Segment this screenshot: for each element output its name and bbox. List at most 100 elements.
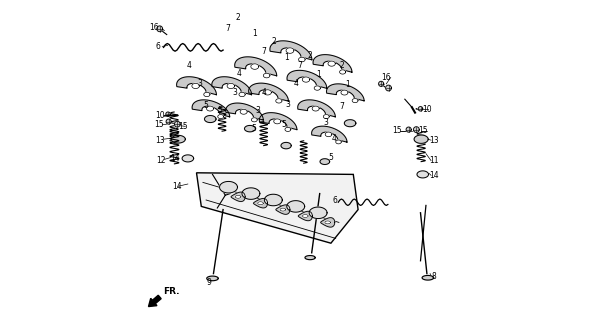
- Polygon shape: [235, 57, 276, 76]
- Text: 2: 2: [339, 61, 344, 70]
- Text: 4: 4: [332, 134, 337, 143]
- Polygon shape: [182, 155, 194, 162]
- Polygon shape: [264, 90, 271, 95]
- Polygon shape: [309, 207, 327, 219]
- Polygon shape: [219, 181, 237, 193]
- Text: 7: 7: [297, 61, 302, 70]
- Text: 3: 3: [233, 88, 237, 97]
- Text: 7: 7: [261, 47, 266, 56]
- Polygon shape: [286, 48, 294, 53]
- Text: 4: 4: [261, 88, 266, 97]
- Polygon shape: [336, 140, 341, 144]
- Text: 5: 5: [252, 124, 257, 133]
- Text: 5: 5: [204, 101, 209, 110]
- Polygon shape: [312, 126, 347, 142]
- Text: 2: 2: [307, 51, 312, 60]
- Polygon shape: [313, 55, 352, 72]
- Polygon shape: [171, 135, 185, 143]
- Polygon shape: [235, 195, 241, 198]
- Polygon shape: [274, 119, 281, 124]
- Text: 15: 15: [392, 126, 402, 135]
- Polygon shape: [341, 90, 348, 95]
- Text: 11: 11: [430, 156, 439, 165]
- Polygon shape: [207, 106, 213, 111]
- FancyArrow shape: [148, 295, 161, 307]
- Polygon shape: [321, 218, 335, 227]
- Polygon shape: [240, 109, 247, 114]
- Polygon shape: [204, 92, 210, 97]
- Text: 2: 2: [272, 37, 276, 46]
- Polygon shape: [254, 198, 267, 208]
- Polygon shape: [251, 118, 257, 122]
- Text: 7: 7: [339, 102, 344, 111]
- Polygon shape: [314, 86, 320, 90]
- Polygon shape: [323, 115, 329, 119]
- Polygon shape: [263, 73, 270, 78]
- Text: 14: 14: [172, 182, 182, 191]
- Text: 10: 10: [422, 105, 432, 114]
- Polygon shape: [340, 70, 346, 74]
- Polygon shape: [297, 100, 335, 117]
- Polygon shape: [328, 61, 335, 66]
- Text: 1: 1: [284, 53, 288, 62]
- Text: 6: 6: [156, 42, 160, 51]
- Polygon shape: [227, 83, 234, 89]
- Polygon shape: [276, 205, 290, 214]
- Text: 9: 9: [207, 278, 212, 287]
- Text: 4: 4: [187, 61, 192, 70]
- Text: 1: 1: [252, 29, 257, 38]
- Polygon shape: [325, 132, 332, 137]
- Text: 16: 16: [149, 23, 159, 32]
- Polygon shape: [192, 100, 230, 117]
- Polygon shape: [325, 221, 331, 224]
- Polygon shape: [249, 83, 288, 101]
- Polygon shape: [413, 127, 419, 132]
- Polygon shape: [326, 84, 364, 101]
- Polygon shape: [379, 81, 383, 86]
- Polygon shape: [157, 26, 163, 32]
- Text: 1: 1: [346, 80, 350, 89]
- Polygon shape: [242, 188, 260, 199]
- Polygon shape: [231, 192, 245, 202]
- Polygon shape: [281, 142, 291, 149]
- Polygon shape: [251, 64, 258, 69]
- Text: 1: 1: [317, 70, 322, 79]
- Text: 12: 12: [156, 156, 166, 164]
- Text: 4: 4: [237, 69, 242, 78]
- Text: 8: 8: [432, 272, 437, 281]
- Polygon shape: [270, 41, 312, 60]
- Polygon shape: [218, 115, 224, 119]
- Text: 14: 14: [170, 154, 180, 163]
- Polygon shape: [280, 208, 285, 211]
- Polygon shape: [422, 276, 433, 280]
- Text: 16: 16: [382, 73, 391, 82]
- Text: 13: 13: [156, 136, 165, 145]
- Polygon shape: [245, 125, 255, 132]
- Polygon shape: [287, 201, 305, 212]
- Polygon shape: [192, 83, 200, 89]
- Polygon shape: [226, 103, 263, 120]
- Polygon shape: [298, 211, 313, 221]
- Text: 15: 15: [178, 122, 188, 131]
- Text: 6: 6: [332, 196, 338, 204]
- Text: 3: 3: [256, 106, 261, 115]
- Polygon shape: [344, 120, 356, 127]
- Polygon shape: [260, 113, 297, 130]
- Polygon shape: [258, 202, 263, 205]
- Polygon shape: [276, 99, 282, 103]
- Text: 4: 4: [293, 79, 298, 88]
- Polygon shape: [204, 116, 216, 123]
- Text: 3: 3: [286, 100, 291, 108]
- Text: 7: 7: [225, 24, 230, 33]
- Text: 5: 5: [218, 106, 222, 115]
- Polygon shape: [406, 127, 411, 132]
- Polygon shape: [414, 135, 428, 143]
- Text: 5: 5: [281, 120, 286, 129]
- Polygon shape: [299, 57, 305, 62]
- Polygon shape: [302, 214, 308, 218]
- Polygon shape: [166, 119, 171, 124]
- Polygon shape: [212, 77, 252, 95]
- Polygon shape: [207, 276, 218, 281]
- Text: 13: 13: [430, 136, 439, 145]
- Text: 15: 15: [418, 126, 427, 135]
